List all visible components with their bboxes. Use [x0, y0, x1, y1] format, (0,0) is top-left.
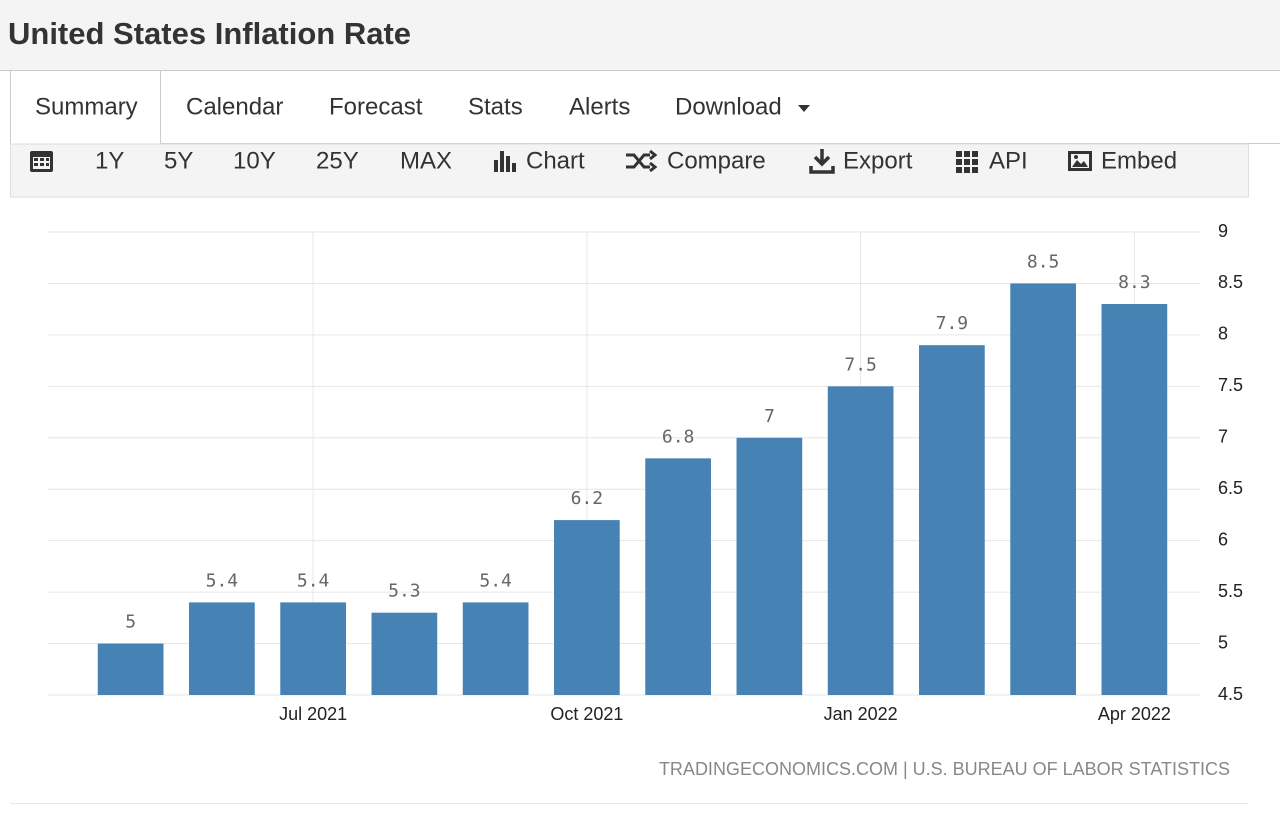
range-button[interactable]: 10Y [233, 147, 276, 174]
compare-button[interactable]: Compare [667, 147, 766, 174]
bar [645, 458, 711, 695]
toolbar [10, 143, 1249, 198]
value-label: 8.5 [1027, 251, 1060, 272]
value-label: 7.5 [844, 354, 877, 375]
tab[interactable]: Forecast [329, 93, 423, 120]
value-label: 7 [764, 406, 775, 427]
bar [827, 386, 894, 695]
bar [554, 520, 620, 695]
range-button[interactable]: 5Y [164, 147, 193, 174]
value-label: 5 [125, 612, 136, 633]
value-label: 5.4 [206, 570, 239, 591]
y-tick-label: 8.5 [1218, 272, 1243, 292]
bar [189, 602, 255, 695]
range-button[interactable]: 1Y [95, 147, 124, 174]
header-bar [0, 0, 1280, 70]
value-label: 5.4 [479, 570, 512, 591]
range-button[interactable]: 25Y [316, 147, 359, 174]
api-icon [956, 151, 978, 173]
range-button[interactable]: MAX [400, 147, 452, 174]
source-note: TRADINGECONOMICS.COM | U.S. BUREAU OF LA… [659, 759, 1230, 779]
value-label: 8.3 [1118, 272, 1151, 293]
bar [462, 602, 529, 695]
page-title: United States Inflation Rate [8, 16, 411, 51]
x-tick-label: Jul 2021 [279, 704, 347, 724]
y-tick-label: 5 [1218, 632, 1228, 652]
tab[interactable]: Alerts [569, 93, 630, 120]
export-icon [809, 149, 835, 174]
bar [280, 602, 346, 695]
x-tick-label: Jan 2022 [824, 704, 898, 724]
caret-icon [798, 105, 810, 112]
value-label: 5.3 [388, 581, 421, 602]
tab[interactable]: Summary [35, 93, 138, 120]
bar [1101, 304, 1168, 695]
compare-icon [626, 149, 658, 173]
y-tick-label: 9 [1218, 221, 1228, 241]
bar [371, 612, 438, 695]
y-tick-label: 6 [1218, 529, 1228, 549]
active-tab [10, 70, 161, 145]
value-label: 6.2 [571, 488, 604, 509]
value-label: 5.4 [297, 570, 330, 591]
chart-icon [494, 151, 516, 172]
bar [736, 437, 803, 695]
bar [97, 643, 164, 695]
api-button[interactable]: API [989, 147, 1028, 174]
bar [1010, 283, 1076, 695]
y-tick-label: 4.5 [1218, 684, 1243, 704]
x-tick-label: Apr 2022 [1098, 704, 1171, 724]
tab[interactable]: Stats [468, 93, 523, 120]
value-label: 7.9 [936, 313, 969, 334]
x-tick-label: Oct 2021 [550, 704, 623, 724]
tab[interactable]: Download [675, 93, 782, 120]
tab-join [11, 140, 160, 146]
bar [919, 345, 985, 695]
calendar-icon [30, 151, 53, 172]
value-label: 6.8 [662, 426, 695, 447]
chart-button[interactable]: Chart [526, 147, 585, 174]
y-tick-label: 7.5 [1218, 375, 1243, 395]
y-tick-label: 6.5 [1218, 478, 1243, 498]
export-button[interactable]: Export [843, 147, 913, 174]
tab[interactable]: Calendar [186, 93, 283, 120]
y-tick-label: 8 [1218, 324, 1228, 344]
y-tick-label: 7 [1218, 427, 1228, 447]
embed-icon [1068, 151, 1092, 171]
embed-button[interactable]: Embed [1101, 147, 1177, 174]
y-tick-label: 5.5 [1218, 581, 1243, 601]
